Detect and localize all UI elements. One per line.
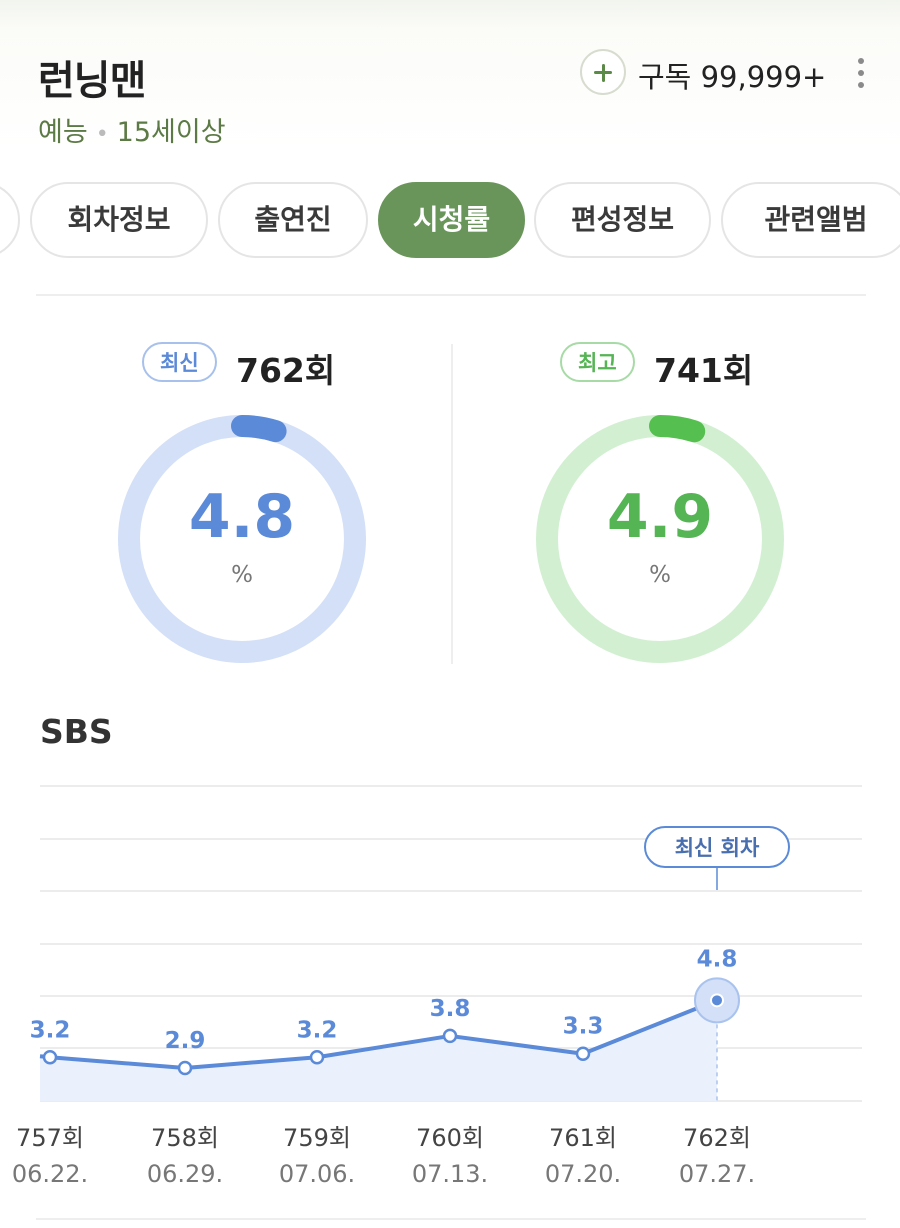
meta-separator: • [95, 122, 109, 147]
x-tick-label: 760회 [416, 1124, 484, 1152]
data-point [575, 1046, 591, 1061]
data-label: 3.3 [563, 1014, 604, 1040]
data-label: 3.2 [30, 1017, 71, 1043]
callout-bubble [644, 826, 790, 868]
x-date-label: 07.06. [279, 1160, 355, 1188]
subscribe-button[interactable]: 구독 99,999+ [638, 60, 827, 94]
x-tick-label: 758회 [151, 1124, 219, 1152]
tab-related-album[interactable]: 관련앨범 [721, 182, 900, 258]
chart-area [40, 1000, 717, 1101]
latest-badge: 최신 [142, 342, 217, 382]
chart-title: SBS [40, 712, 113, 751]
best-rating-ring [536, 415, 784, 663]
data-label: 3.2 [297, 1017, 338, 1043]
genre-label: 예능 [38, 117, 88, 148]
subscribe-plus-icon[interactable] [580, 49, 626, 95]
tab-schedule[interactable]: 편성정보 [534, 182, 711, 258]
tab-bar: 회차정보 출연진 시청률 편성정보 관련앨범 [0, 182, 900, 262]
ratings-line-chart: 3.2 757회 06.22. 2.9 758회 06.29. 3.2 759회 07.06. 3… [12, 785, 862, 1188]
tab-previous[interactable] [0, 182, 20, 258]
tab-episode-info[interactable]: 회차정보 [30, 182, 208, 258]
latest-rating-ring [118, 415, 366, 663]
best-badge: 최고 [560, 342, 635, 382]
summary-divider [451, 344, 453, 664]
header-background [0, 0, 900, 160]
data-label: 2.9 [165, 1028, 206, 1054]
best-rating-value: 4.9 [606, 482, 714, 552]
x-date-label: 06.29. [147, 1160, 223, 1188]
tab-cast[interactable]: 출연진 [218, 182, 368, 258]
more-options-icon[interactable] [858, 58, 866, 88]
latest-rating-value: 4.8 [188, 482, 296, 552]
x-date-label: 06.22. [12, 1160, 88, 1188]
tab-ratings[interactable]: 시청률 [378, 182, 525, 258]
x-tick-label: 762회 [683, 1124, 751, 1152]
section-divider [36, 294, 866, 296]
data-point [442, 1028, 458, 1044]
x-tick-label: 761회 [549, 1124, 617, 1152]
data-point [309, 1050, 325, 1065]
data-point [177, 1060, 193, 1076]
age-rating-label: 15세이상 [116, 117, 226, 148]
x-date-label: 07.13. [412, 1160, 488, 1188]
program-title: 런닝맨 [38, 58, 146, 104]
latest-episode: 762회 [236, 351, 336, 390]
x-date-label: 07.27. [679, 1160, 755, 1188]
data-point [42, 1050, 58, 1065]
x-date-label: 07.20. [545, 1160, 621, 1188]
data-label: 3.8 [430, 996, 471, 1022]
x-tick-label: 757회 [16, 1124, 84, 1152]
program-meta: 예능 • 15세이상 [38, 110, 226, 149]
latest-rating-unit: % [231, 562, 253, 588]
bottom-divider [36, 1218, 866, 1220]
best-rating-unit: % [649, 562, 671, 588]
callout-label: 최신 회차 [675, 836, 760, 860]
data-label: 4.8 [697, 946, 738, 972]
x-tick-label: 759회 [283, 1124, 351, 1152]
best-episode: 741회 [654, 351, 754, 390]
data-point [710, 993, 724, 1008]
